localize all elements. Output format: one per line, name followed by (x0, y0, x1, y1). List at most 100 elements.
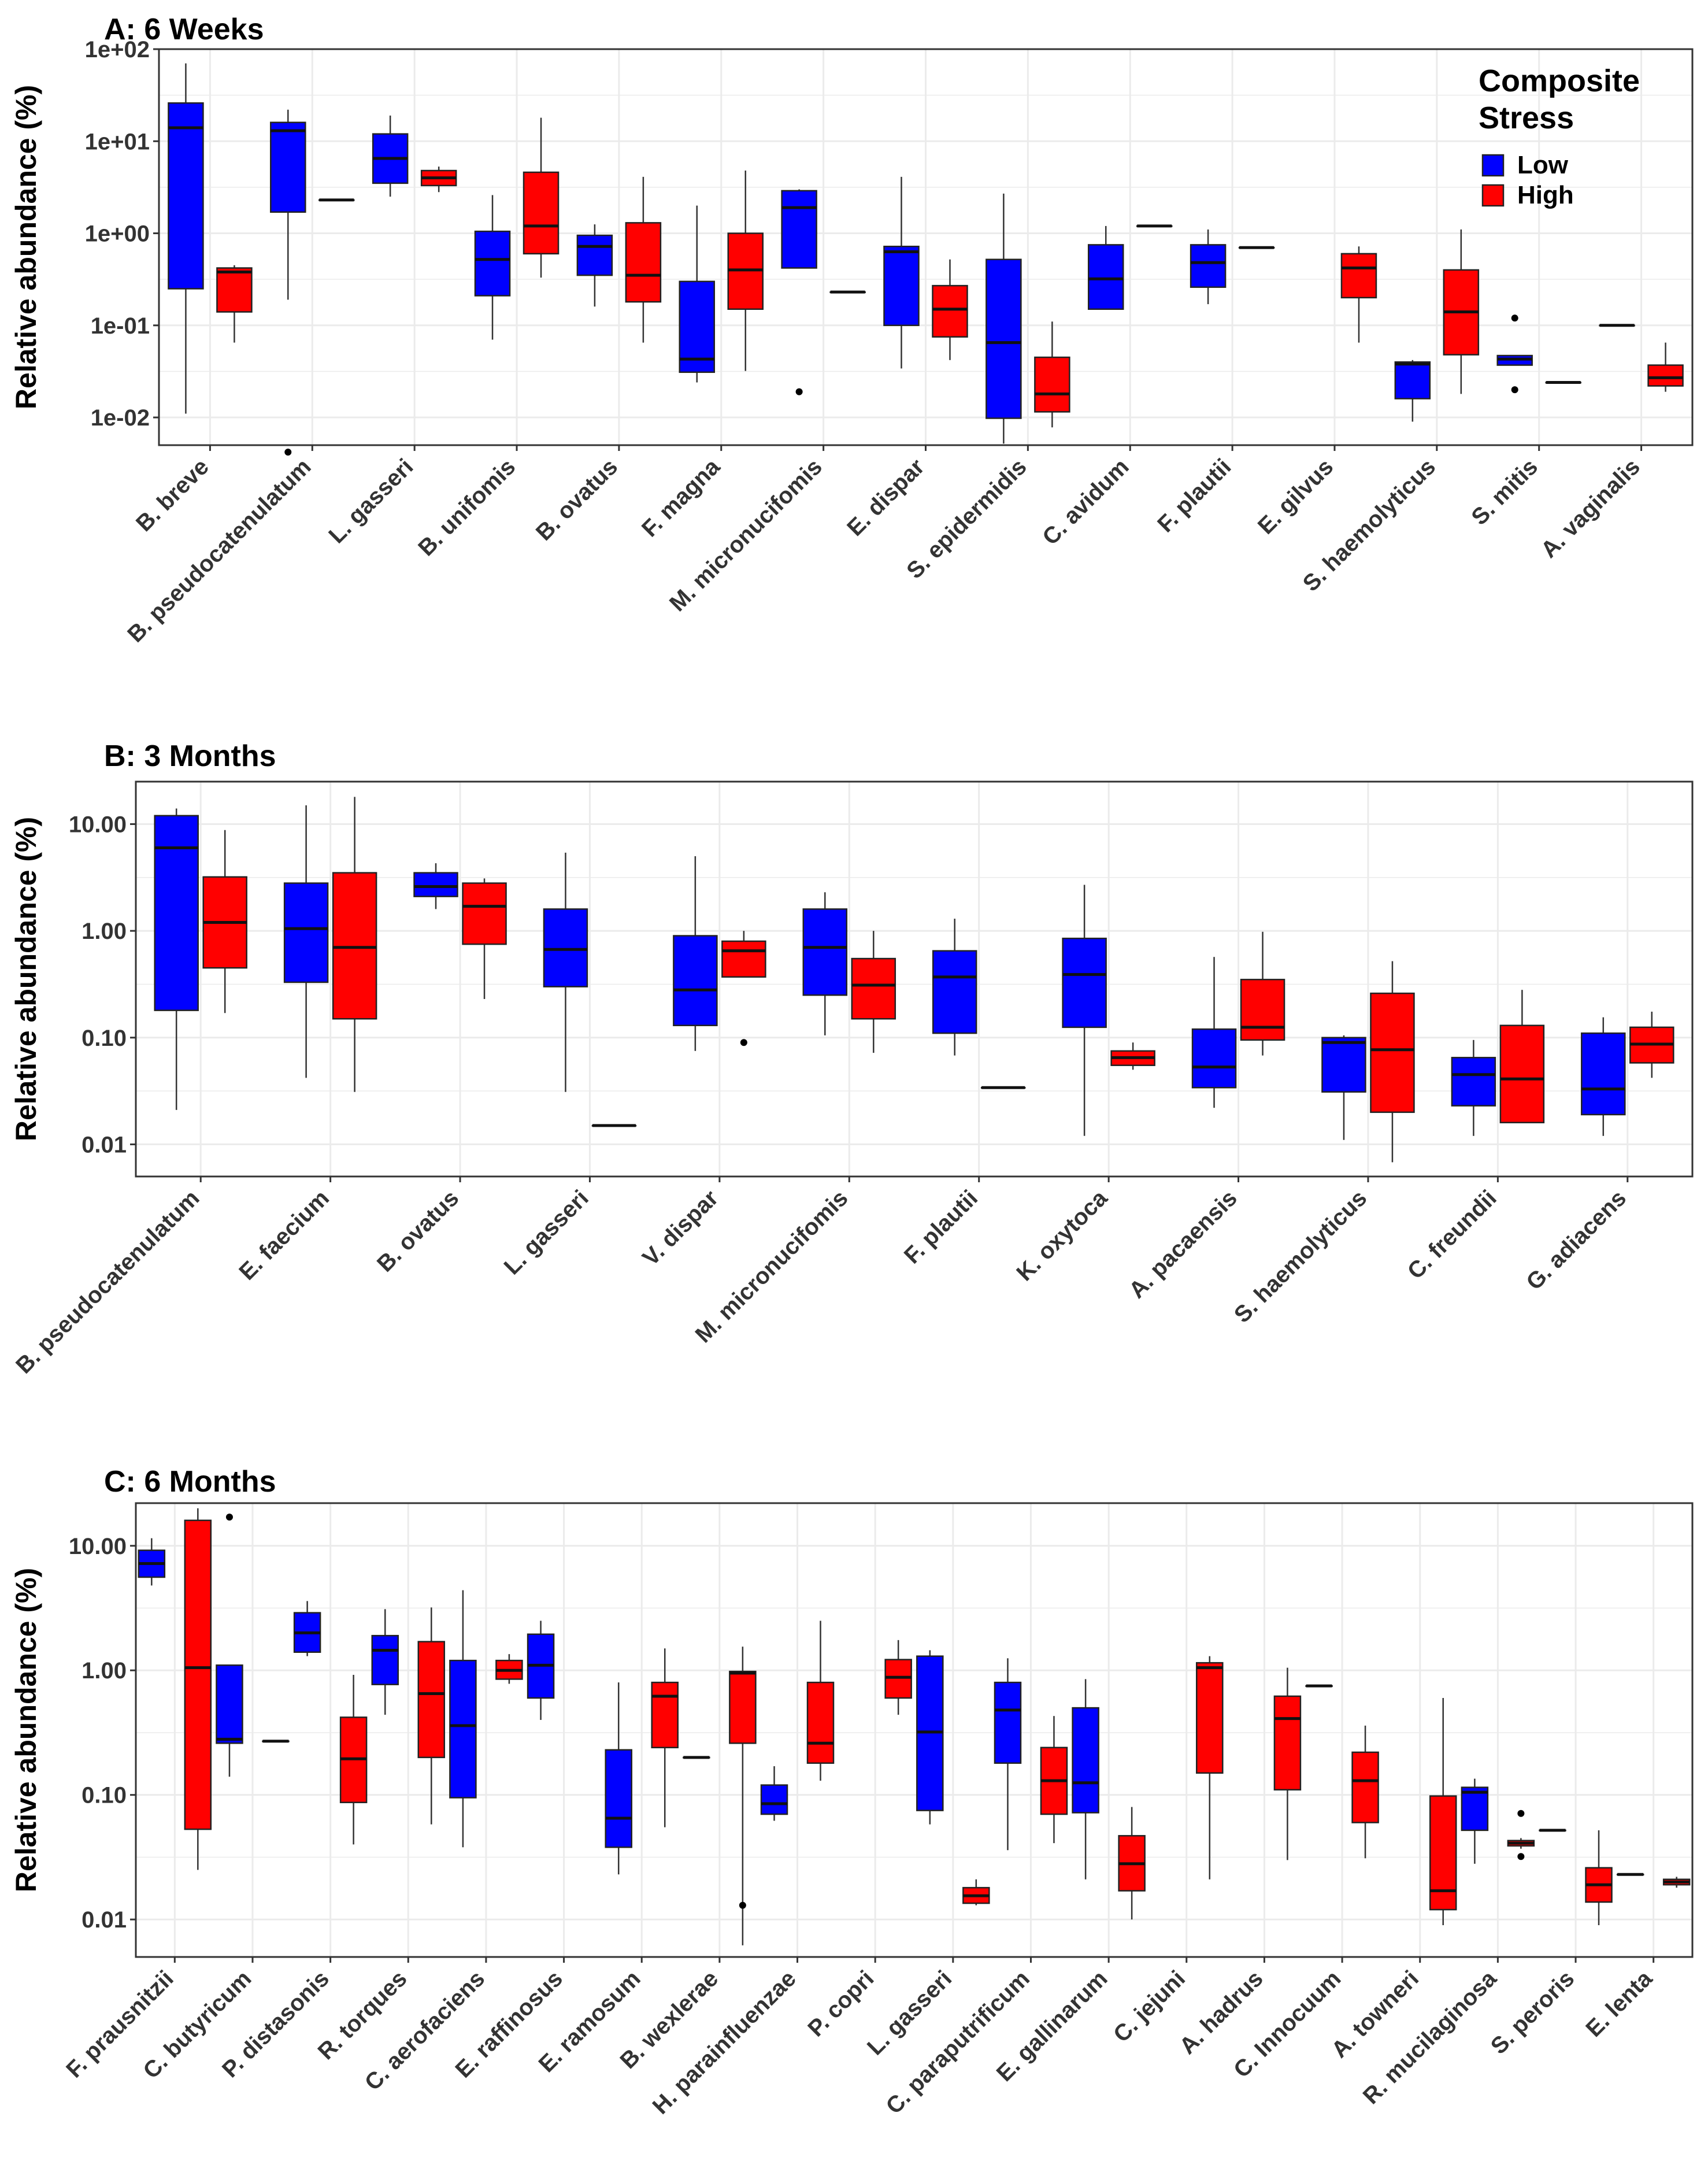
panel-a-box-e-dispar-low (883, 176, 920, 369)
iqr-box (1191, 1028, 1237, 1089)
iqr-box (1087, 244, 1124, 310)
iqr-box (216, 267, 253, 313)
panel-a-box-m-micronucifomis-low (781, 189, 817, 395)
iqr-box (760, 1784, 788, 1815)
outlier-point (284, 449, 292, 456)
iqr-box (1240, 979, 1285, 1041)
iqr-box (417, 1641, 446, 1759)
outlier-point (740, 1039, 747, 1046)
panel-a-y-tick-label: 1e+00 (85, 221, 150, 247)
iqr-box (1581, 1032, 1626, 1116)
panel-b-y-axis-label: Relative abundance (%) (10, 817, 42, 1141)
panel-a-box-c-avidum-low (1087, 225, 1124, 310)
iqr-box (1394, 361, 1431, 399)
panel-c-box-r-mucilaginosa-low (1461, 1778, 1489, 1864)
panel-b-y-tick-label: 0.01 (81, 1132, 127, 1157)
iqr-box (270, 121, 306, 213)
panel-c-box-p-distasonis-low (293, 1601, 321, 1656)
panel-c-box-a-towneri-high (1429, 1698, 1457, 1926)
iqr-box (462, 882, 507, 945)
panel-c-box-e-ramosum-high (651, 1648, 679, 1827)
panel-b-box-v-dispar-high (721, 931, 766, 1046)
iqr-box (1647, 364, 1684, 387)
panel-c-box-c-jejuni-high (1196, 1656, 1224, 1879)
panel-a-box-b-unifomis-low (474, 195, 511, 340)
panel-c-box-l-gasseri-high (962, 1879, 990, 1906)
panel-a-y-axis-label: Relative abundance (%) (10, 85, 42, 409)
iqr-box (1370, 992, 1415, 1113)
iqr-box (1451, 1057, 1496, 1107)
iqr-box (523, 171, 560, 255)
panel-b-x-tick-label-k-oxytoca: K. oxytoca (1012, 1185, 1113, 1286)
iqr-box (1351, 1751, 1379, 1823)
iqr-box (1062, 937, 1107, 1028)
iqr-box (216, 1664, 243, 1744)
panel-b-x-tick-label-e-faecium: E. faecium (234, 1185, 334, 1285)
iqr-box (1190, 244, 1227, 288)
panel-a-box-l-gasseri-low (372, 115, 409, 197)
panel-c-box-p-copri-high (884, 1640, 912, 1715)
outlier-point (1517, 1810, 1525, 1817)
iqr-box (625, 222, 662, 303)
panel-b-box-g-adiacens-high (1629, 1011, 1674, 1078)
panel-b-panel-border (135, 780, 1694, 1178)
iqr-box (1196, 1662, 1224, 1774)
panel-b-box-s-haemolyticus-low (1321, 1035, 1366, 1140)
panel-a-box-s-epidermidis-high (1034, 321, 1070, 428)
iqr-box (184, 1519, 212, 1830)
panel-b-box-a-pacaensis-high (1240, 931, 1285, 1056)
panel-a-box-l-gasseri-high (420, 167, 457, 193)
panel-c-box-p-distasonis-high (339, 1675, 368, 1845)
iqr-box (1273, 1695, 1302, 1791)
panel-c-box-r-torques-low (371, 1609, 399, 1715)
panel-c-x-tick-label-e-lenta: E. lenta (1581, 1966, 1657, 2042)
panel-c-box-f-prausnitzii-low (138, 1538, 166, 1586)
panel-b-box-v-dispar-low (673, 856, 718, 1051)
panel-a-box-f-magna-high (727, 171, 764, 371)
panel-a-box-s-epidermidis-low (985, 193, 1022, 444)
panel-c-box-c-butyricum-high (262, 1740, 290, 1743)
iqr-box (1461, 1786, 1489, 1832)
iqr-box (673, 935, 718, 1026)
panel-c-title: C: 6 Months (104, 1465, 276, 1499)
panel-a-box-c-avidum-high (1136, 224, 1173, 228)
panel-b-box-f-plautii-high (980, 1086, 1026, 1089)
legend-label-low: Low (1517, 151, 1569, 179)
panel-a-box-f-magna-low (679, 205, 716, 383)
iqr-box (474, 230, 511, 297)
panel-b-plot: 0.01 0.10 1.00 10.00 B. pseudocatenulatum E. … (10, 739, 1694, 1379)
outlier-point (1517, 1853, 1525, 1860)
panel-b-x-tick-label-v-dispar: V. dispar (638, 1185, 723, 1271)
panel-a-x-tick-label-b-breve: B. breve (131, 454, 214, 537)
panel-a-box-f-plautii-low (1190, 229, 1227, 305)
panel-a-x-tick-label-b-unifomis: B. unifomis (413, 454, 520, 561)
panel-c-box-c-aerofaciens-low (449, 1590, 477, 1848)
legend-key-high (1481, 184, 1505, 207)
panel-c-x-tick-label-p-copri: P. copri (803, 1966, 879, 2041)
panel-a-y-tick-label: 1e+02 (85, 37, 150, 62)
panel-a-x-tick-label-a-vaginalis: A. vaginalis (1536, 454, 1645, 563)
panel-c-box-e-gallinarum-high (1118, 1807, 1146, 1920)
panel-a-y-tick-label: 1e-01 (91, 313, 150, 339)
iqr-box (1034, 356, 1070, 413)
panel-a-y-tick-label: 1e-02 (91, 405, 150, 431)
panel-c-x-tick-label-h-parainfluenzae: H. parainfluenzae (648, 1966, 801, 2119)
panel-c-box-a-hadrus-high (1273, 1667, 1302, 1860)
panel-b-box-k-oxytoca-low (1062, 885, 1107, 1136)
panel-a-box-e-gilvus-high (1340, 246, 1377, 343)
panel-b-y-tick-label: 1.00 (81, 919, 127, 944)
iqr-box (932, 284, 968, 338)
iqr-box (781, 190, 817, 269)
iqr-box (543, 908, 588, 987)
legend-label-high: High (1517, 181, 1574, 209)
panel-b-box-c-freundii-low (1451, 1039, 1496, 1136)
panel-b-box-e-faecium-high (332, 797, 377, 1092)
panel-a-box-m-micronucifomis-high (829, 290, 866, 294)
panel-b-y-tick-label: 0.10 (81, 1026, 127, 1051)
panel-b-box-b-ovatus-high (462, 878, 507, 999)
panel-a-title: A: 6 Weeks (104, 13, 264, 46)
